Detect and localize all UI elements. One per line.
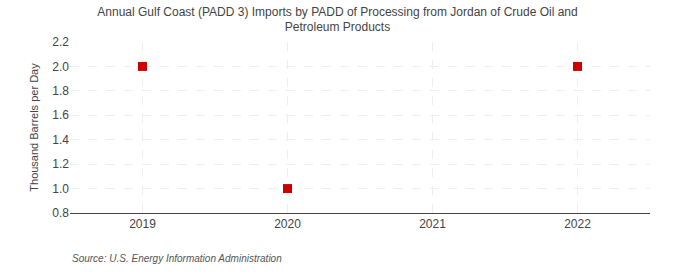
svg-text:Thousand Barrels per Day: Thousand Barrels per Day: [28, 63, 40, 192]
svg-text:2019: 2019: [129, 217, 156, 231]
svg-text:2020: 2020: [274, 217, 301, 231]
svg-text:2.0: 2.0: [52, 60, 69, 74]
svg-text:Source: U.S. Energy Informatio: Source: U.S. Energy Information Administ…: [72, 253, 282, 264]
svg-text:1.6: 1.6: [52, 108, 69, 122]
svg-text:1.8: 1.8: [52, 84, 69, 98]
svg-text:1.0: 1.0: [52, 182, 69, 196]
svg-text:0.8: 0.8: [52, 206, 69, 220]
svg-text:1.2: 1.2: [52, 157, 69, 171]
svg-text:1.4: 1.4: [52, 133, 69, 147]
svg-text:2021: 2021: [419, 217, 446, 231]
svg-text:Annual Gulf Coast (PADD 3) Imp: Annual Gulf Coast (PADD 3) Imports by PA…: [97, 5, 577, 35]
svg-text:2022: 2022: [564, 217, 591, 231]
svg-text:2.2: 2.2: [52, 35, 69, 49]
